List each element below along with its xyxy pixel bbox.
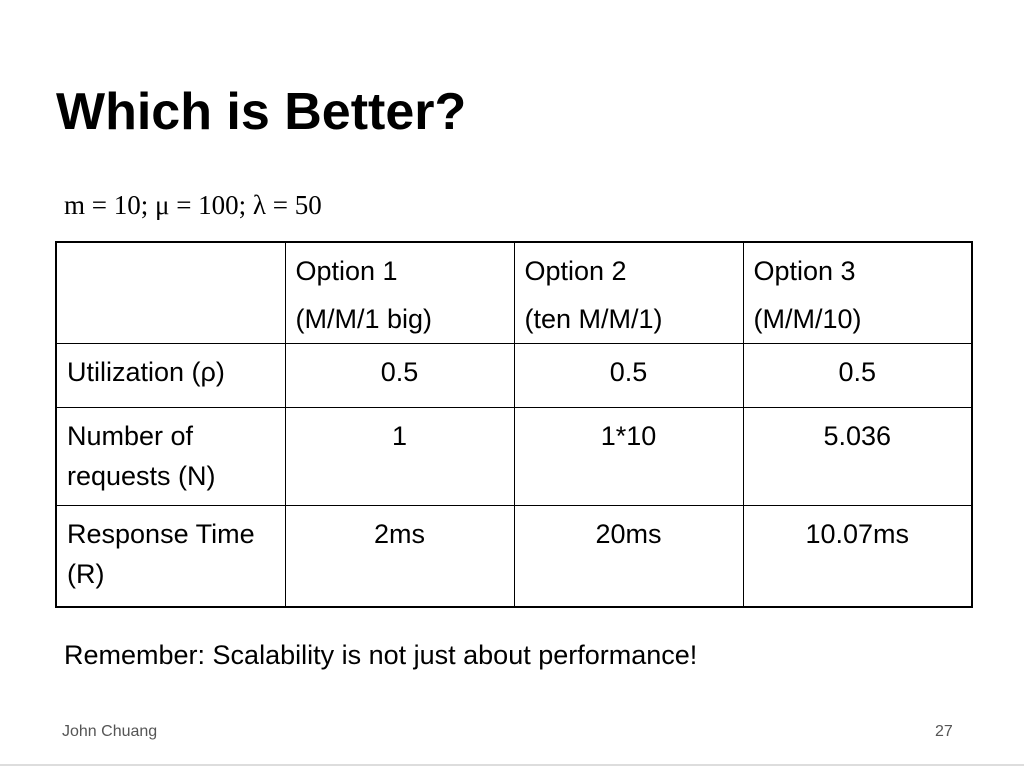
header-line: Option 2 [524,256,627,286]
header-line: (M/M/10) [753,304,862,334]
header-line: (M/M/1 big) [295,304,433,334]
header-cell: Option 2 (ten M/M/1) [513,241,744,344]
value-cell: 10.07ms [742,505,973,607]
table-row: Utilization (ρ) 0.5 0.5 0.5 [55,343,973,408]
value-cell: 0.5 [742,343,973,408]
header-cell: Option 1 (M/M/1 big) [284,241,515,344]
value-cell: 2ms [284,505,515,607]
row-label: Response Time (R) [55,505,286,607]
footer-rule [0,764,1024,766]
footer-author: John Chuang [62,723,158,740]
slide-title: Which is Better? [56,83,467,141]
value-cell: 20ms [513,505,744,607]
comparison-table: Option 1 (M/M/1 big) Option 2 (ten M/M/1) Op… [55,241,973,608]
parameters: m = 10; μ = 100; λ = 50 [64,190,322,220]
header-line: (ten M/M/1) [524,304,663,334]
note: Remember: Scalability is not just about … [64,640,698,670]
header-row: Option 1 (M/M/1 big) Option 2 (ten M/M/1) Op… [55,241,973,344]
header-line: Option 3 [753,256,856,286]
table-body: Option 1 (M/M/1 big) Option 2 (ten M/M/1) Op… [55,241,973,607]
value-cell: 0.5 [284,343,515,408]
header-line: Option 1 [295,256,398,286]
page-number: 27 [935,723,953,740]
value-cell: 1*10 [513,407,744,506]
table-row: Number of requests (N) 1 1*10 5.036 [55,407,973,506]
row-label: Number of requests (N) [55,407,286,506]
value-cell: 0.5 [513,343,744,408]
corner-cell [55,241,286,344]
header-cell: Option 3 (M/M/10) [742,241,973,344]
table-row: Response Time (R) 2ms 20ms 10.07ms [55,505,973,607]
value-cell: 5.036 [742,407,973,506]
value-cell: 1 [284,407,515,506]
row-label: Utilization (ρ) [55,343,286,408]
